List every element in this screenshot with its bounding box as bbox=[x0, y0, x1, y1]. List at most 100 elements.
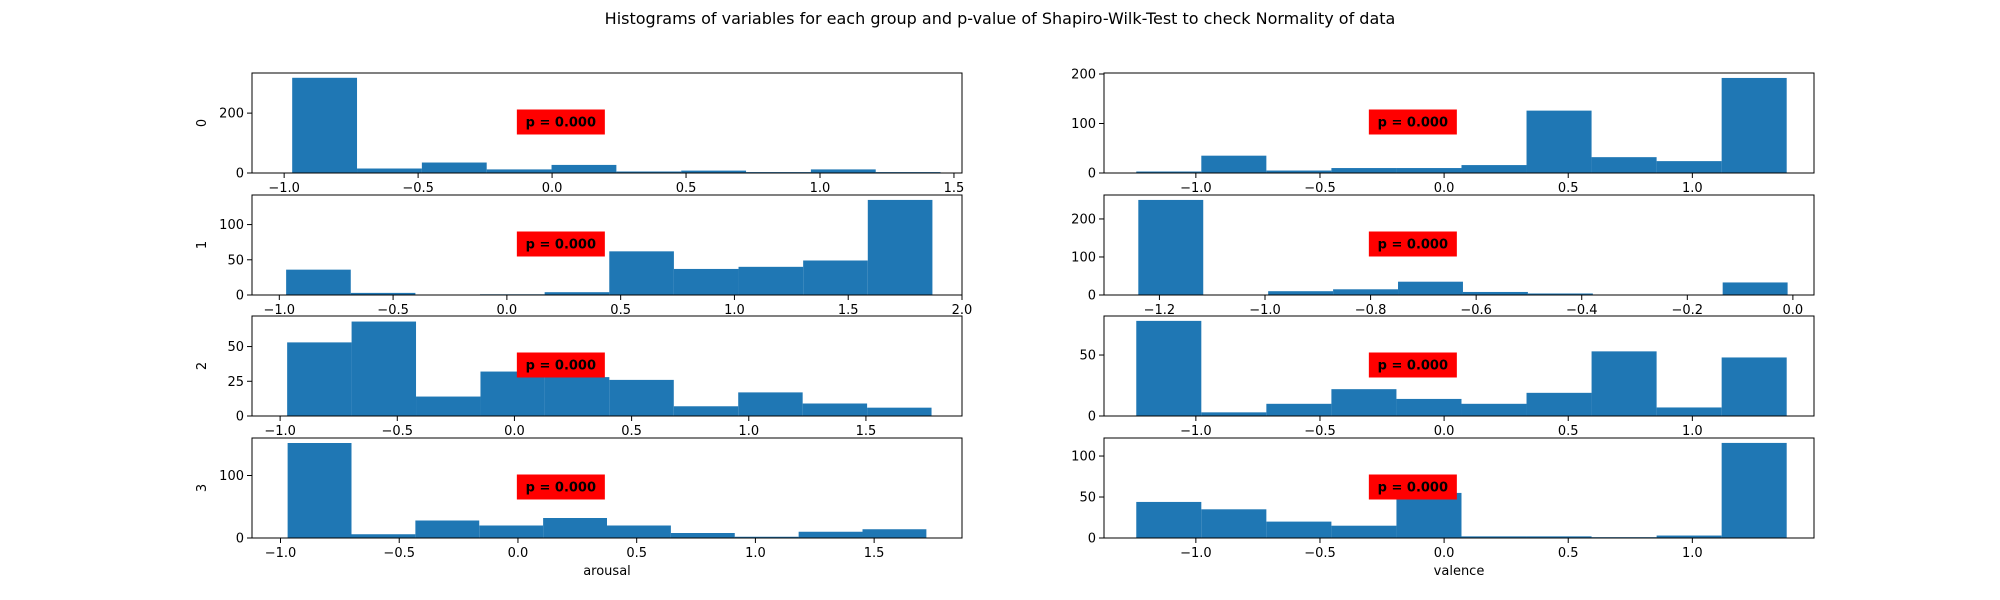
histogram-bar bbox=[1136, 501, 1202, 538]
histogram-bar bbox=[1591, 351, 1657, 416]
x-tick-label: −1.0 bbox=[268, 181, 300, 196]
x-tick-label: −0.5 bbox=[381, 424, 413, 439]
p-value-box bbox=[1368, 109, 1457, 135]
histogram-bar bbox=[673, 268, 739, 295]
histogram-bar bbox=[1721, 77, 1787, 173]
subplot-valence-group-3: −1.0 −0.5 0.0 0.5 1.0 0 50 100 valence p = 0.000 bbox=[1071, 437, 1815, 579]
p-value-annotation: p = 0.000 bbox=[1378, 116, 1448, 131]
histogram-bar bbox=[803, 260, 868, 295]
x-tick-label: 2.0 bbox=[952, 303, 973, 318]
p-value-box bbox=[516, 352, 605, 378]
axes-frame bbox=[251, 437, 963, 539]
x-tick-label: 0.5 bbox=[610, 303, 631, 318]
x-tick-label: 1.0 bbox=[745, 546, 766, 561]
x-tick-label: −1.0 bbox=[264, 303, 296, 318]
axes-frame bbox=[251, 72, 963, 174]
y-tick-label: 0 bbox=[236, 532, 244, 547]
x-tick-label: 1.0 bbox=[1682, 424, 1703, 439]
subplot-valence-group-1: −1.2 −1.0 −0.8 −0.6 −0.4 −0.2 0.0 0 100 200 p = 0.… bbox=[1071, 194, 1815, 318]
y-tick-label: 0 bbox=[236, 167, 244, 182]
y-tick-label: 50 bbox=[1079, 491, 1096, 506]
p-value-annotation: p = 0.000 bbox=[1378, 359, 1448, 374]
histogram-bar bbox=[1333, 289, 1399, 295]
x-tick-label: 0.0 bbox=[1434, 181, 1455, 196]
y-tick-label: 0 bbox=[1088, 410, 1096, 425]
p-value-annotation: p = 0.000 bbox=[1378, 481, 1448, 496]
x-tick-label: 1.0 bbox=[724, 303, 745, 318]
x-tick-label: −0.5 bbox=[377, 303, 409, 318]
p-value-annotation: p = 0.000 bbox=[526, 359, 596, 374]
y-tick-label: 25 bbox=[227, 375, 244, 390]
histogram-bar bbox=[1398, 281, 1463, 295]
x-tick-label: −1.0 bbox=[265, 546, 297, 561]
histogram-bar bbox=[1461, 165, 1527, 173]
x-tick-label: 0.5 bbox=[1558, 181, 1579, 196]
p-value-annotation: p = 0.000 bbox=[526, 238, 596, 253]
histogram-bar bbox=[1396, 492, 1462, 538]
histogram-bar bbox=[1138, 199, 1204, 295]
y-tick-label: 200 bbox=[219, 107, 244, 122]
histogram-bar bbox=[670, 533, 735, 538]
x-axis-label: arousal bbox=[583, 564, 631, 579]
x-tick-label: 1.0 bbox=[1682, 546, 1703, 561]
x-tick-label: 0.5 bbox=[626, 546, 647, 561]
x-tick-label: 1.5 bbox=[944, 181, 965, 196]
axes-frame bbox=[251, 194, 963, 296]
x-tick-label: −0.8 bbox=[1355, 303, 1387, 318]
y-tick-label: 0 bbox=[236, 410, 244, 425]
y-tick-label: 50 bbox=[227, 340, 244, 355]
x-tick-label: 1.5 bbox=[864, 546, 885, 561]
p-value-annotation: p = 0.000 bbox=[526, 116, 596, 131]
histogram-bar bbox=[738, 266, 804, 295]
y-tick-label: 0 bbox=[1088, 289, 1096, 304]
x-tick-label: −0.2 bbox=[1672, 303, 1704, 318]
x-tick-label: 1.0 bbox=[1682, 181, 1703, 196]
x-tick-label: −0.5 bbox=[383, 546, 415, 561]
x-tick-label: −0.4 bbox=[1566, 303, 1598, 318]
histogram-bar bbox=[609, 379, 674, 416]
histogram-bar bbox=[1656, 161, 1722, 173]
x-tick-label: −1.0 bbox=[1180, 181, 1212, 196]
p-value-box bbox=[516, 109, 605, 135]
y-tick-label: 200 bbox=[1071, 212, 1096, 227]
y-axis-label: 0 bbox=[195, 119, 210, 127]
histogram-bar bbox=[1462, 291, 1528, 295]
subplot-valence-group-2: −1.0 −0.5 0.0 0.5 1.0 0 50 p = 0.000 bbox=[1079, 315, 1815, 439]
histogram-bar bbox=[867, 407, 932, 416]
p-value-box bbox=[1368, 474, 1457, 500]
histogram-bar bbox=[1656, 535, 1722, 538]
x-tick-label: −1.0 bbox=[264, 424, 296, 439]
y-axis-label: 2 bbox=[195, 362, 210, 370]
x-tick-label: 0.0 bbox=[542, 181, 563, 196]
x-tick-label: 0.5 bbox=[676, 181, 697, 196]
histogram-bar bbox=[287, 342, 352, 416]
x-tick-label: 0.0 bbox=[508, 546, 529, 561]
x-tick-label: 0.5 bbox=[621, 424, 642, 439]
histogram-bar bbox=[810, 169, 876, 173]
y-axis-label: 1 bbox=[195, 241, 210, 249]
histogram-bar bbox=[286, 269, 351, 295]
histogram-bar bbox=[862, 529, 927, 538]
histogram-bar bbox=[287, 443, 352, 538]
p-value-box bbox=[1368, 352, 1457, 378]
x-tick-label: −1.2 bbox=[1144, 303, 1176, 318]
histogram-bar bbox=[1331, 168, 1397, 173]
x-tick-label: 0.0 bbox=[504, 424, 525, 439]
subplot-arousal-group-0: −1.0 −0.5 0.0 0.5 1.0 1.5 0 200 0 p = 0.000 bbox=[195, 72, 965, 196]
histogram-bar bbox=[616, 171, 682, 173]
histogram-bar bbox=[673, 406, 739, 416]
histogram-bar bbox=[357, 168, 422, 173]
y-tick-label: 0 bbox=[1088, 167, 1096, 182]
histogram-bar bbox=[1331, 525, 1397, 538]
y-tick-label: 100 bbox=[219, 469, 244, 484]
histogram-bar bbox=[1722, 282, 1788, 295]
x-tick-label: 0.0 bbox=[1783, 303, 1804, 318]
histogram-bar bbox=[1461, 536, 1527, 538]
subplot-arousal-group-1: −1.0 −0.5 0.0 0.5 1.0 1.5 2.0 0 50 100 1 p = 0.000 bbox=[195, 194, 973, 318]
y-tick-label: 100 bbox=[1071, 250, 1096, 265]
x-tick-label: −0.5 bbox=[1304, 424, 1336, 439]
histogram-bar bbox=[1527, 293, 1593, 295]
y-axis-label: 3 bbox=[195, 484, 210, 492]
histogram-bar bbox=[867, 199, 933, 295]
histogram-bar bbox=[1331, 389, 1397, 416]
